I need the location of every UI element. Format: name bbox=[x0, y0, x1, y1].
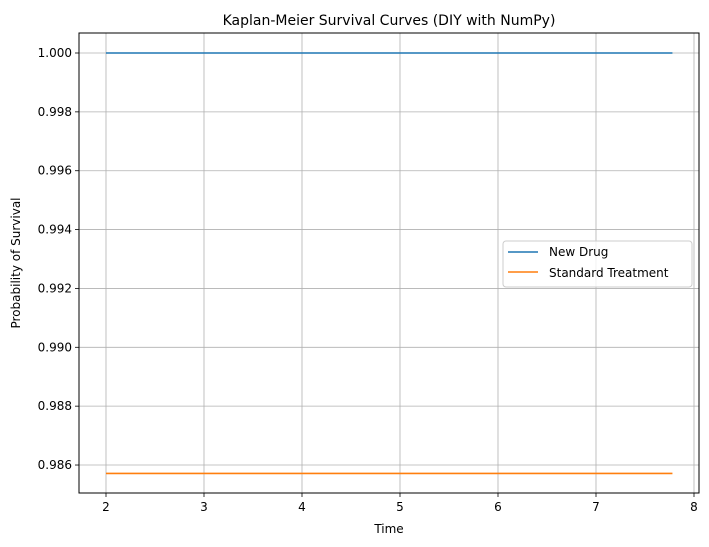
y-tick-label: 0.986 bbox=[38, 458, 72, 472]
x-tick-label: 2 bbox=[102, 500, 110, 514]
legend-label-standard-treatment: Standard Treatment bbox=[549, 266, 669, 280]
x-tick-label: 4 bbox=[298, 500, 306, 514]
x-tick-label: 7 bbox=[592, 500, 600, 514]
legend: New Drug Standard Treatment bbox=[502, 240, 693, 288]
y-tick-label: 0.992 bbox=[38, 281, 72, 295]
x-tick-label: 3 bbox=[200, 500, 208, 514]
data-lines bbox=[106, 52, 673, 475]
y-axis-ticks: 0.986 0.988 0.990 0.992 0.994 0.996 0.998 1.000 bbox=[38, 46, 79, 472]
x-axis-label: Time bbox=[373, 522, 403, 536]
legend-box bbox=[502, 240, 693, 288]
y-tick-label: 1.000 bbox=[38, 46, 72, 60]
y-axis-label: Probability of Survival bbox=[9, 197, 23, 328]
legend-label-new-drug: New Drug bbox=[549, 245, 608, 259]
x-tick-label: 5 bbox=[396, 500, 404, 514]
y-tick-label: 0.998 bbox=[38, 105, 72, 119]
y-tick-label: 0.988 bbox=[38, 399, 72, 413]
y-tick-label: 0.994 bbox=[38, 223, 72, 237]
y-tick-label: 0.990 bbox=[38, 340, 72, 354]
x-tick-label: 8 bbox=[690, 500, 698, 514]
x-tick-label: 6 bbox=[494, 500, 502, 514]
y-tick-label: 0.996 bbox=[38, 164, 72, 178]
axes-frame bbox=[78, 32, 700, 494]
x-axis-ticks: 2 3 4 5 6 7 8 bbox=[102, 493, 698, 514]
chart-title: Kaplan-Meier Survival Curves (DIY with N… bbox=[223, 13, 556, 29]
